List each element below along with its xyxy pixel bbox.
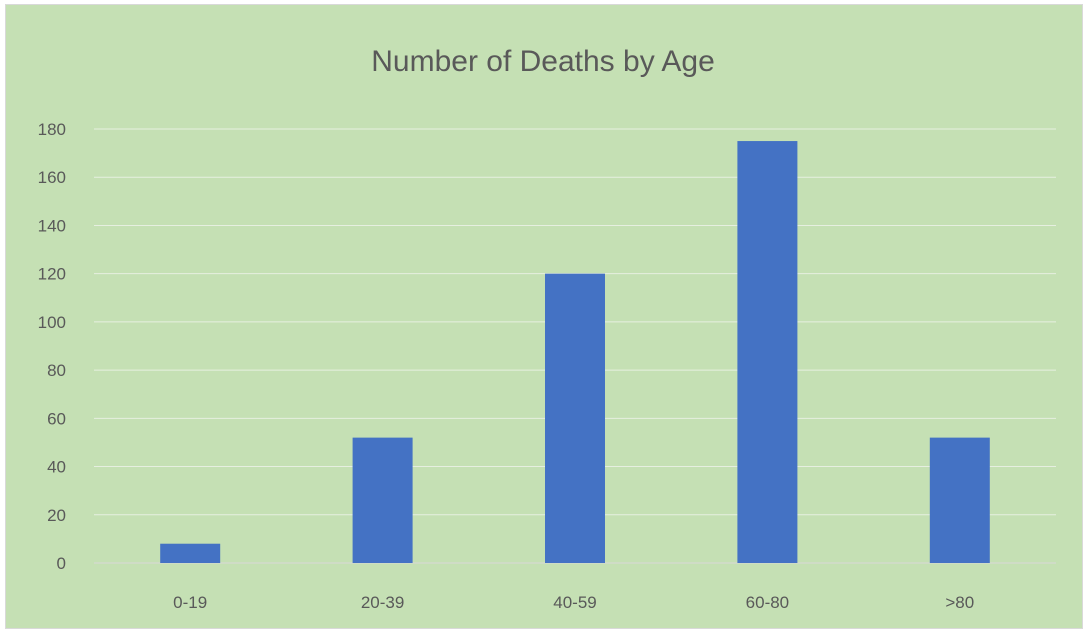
y-tick-label: 140: [38, 216, 66, 235]
y-tick-label: 0: [57, 554, 66, 573]
x-tick-label: 0-19: [173, 593, 207, 612]
y-tick-label: 160: [38, 168, 66, 187]
x-tick-label: 60-80: [746, 593, 789, 612]
y-tick-label: 120: [38, 265, 66, 284]
y-tick-label: 40: [47, 458, 66, 477]
bar-20-39: [352, 437, 413, 563]
x-tick-label: 40-59: [553, 593, 596, 612]
x-tick-label: 20-39: [361, 593, 404, 612]
chart-area: Number of Deaths by Age 0 20 40 60 80 100 120 1…: [5, 4, 1083, 629]
bar-chart: Number of Deaths by Age 0 20 40 60 80 100 120 1…: [38, 45, 1056, 612]
bar-60-80: [737, 141, 798, 564]
bar-40-59: [545, 273, 605, 563]
x-axis: 0-19 20-39 40-59 60-80 >80: [173, 593, 974, 612]
bars: [160, 141, 990, 564]
bar->80: [929, 437, 990, 563]
y-tick-label: 20: [47, 506, 66, 525]
x-tick-label: >80: [945, 593, 974, 612]
y-tick-label: 180: [38, 120, 66, 139]
y-tick-label: 100: [38, 313, 66, 332]
chart-title: Number of Deaths by Age: [371, 45, 715, 78]
y-axis: 0 20 40 60 80 100 120 140 160 180: [38, 120, 66, 573]
y-tick-label: 80: [47, 361, 66, 380]
y-tick-label: 60: [47, 409, 66, 428]
bar-0-19: [160, 543, 221, 563]
